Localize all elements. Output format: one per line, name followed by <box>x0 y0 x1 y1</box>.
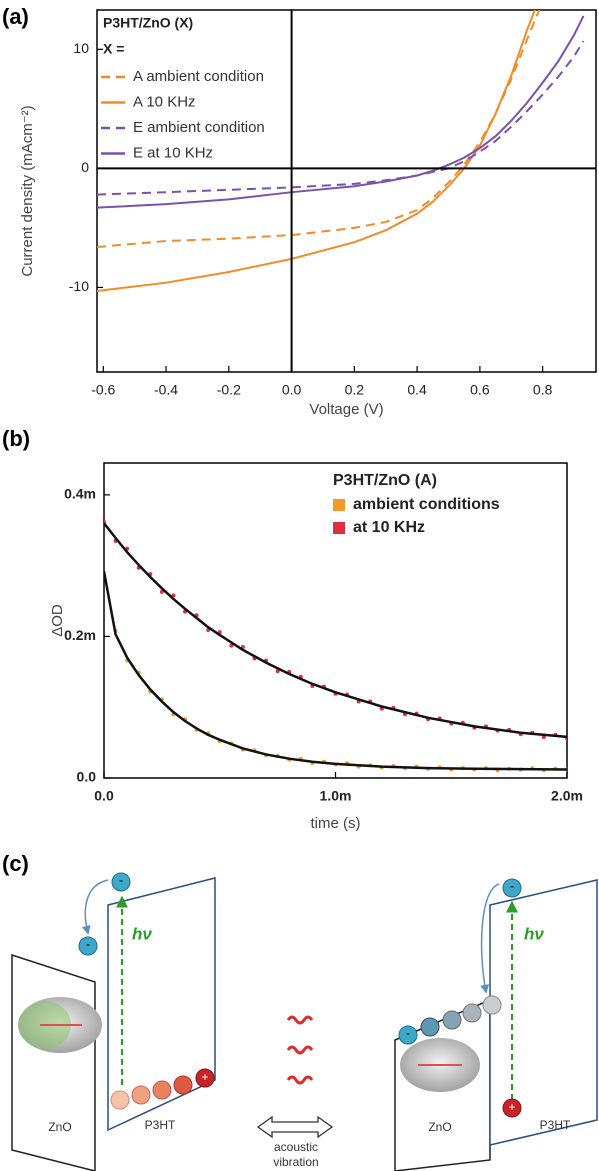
y-tick-label: 0.2m <box>64 627 96 643</box>
legend-label: at 10 KHz <box>353 519 425 536</box>
p3ht-plane <box>489 879 598 1146</box>
x-tick-label: 1.0m <box>320 788 352 804</box>
legend-title: P3HT/ZnO (A) <box>333 472 437 489</box>
hole <box>131 1085 151 1105</box>
zno-plane <box>11 953 96 1171</box>
x-tick-label: -0.4 <box>154 382 178 398</box>
p3ht-label: P3HT <box>145 1118 176 1132</box>
plot-frame <box>96 9 597 373</box>
zno-label: ZnO <box>428 1120 451 1134</box>
electron <box>420 1017 440 1037</box>
hole <box>110 1090 130 1110</box>
electron-sign: - <box>86 936 90 951</box>
legend-label: E at 10 KHz <box>133 144 213 161</box>
electron <box>442 1010 462 1030</box>
y-axis-label: ΔOD <box>49 604 66 637</box>
electron <box>462 1003 482 1023</box>
electron-sign: - <box>510 878 514 893</box>
series-line <box>97 40 585 196</box>
series-line <box>97 10 536 293</box>
vibration-wave <box>286 1045 314 1055</box>
hv-label: hν <box>132 924 152 943</box>
panel-label: (b) <box>2 426 30 451</box>
plot-area <box>104 519 567 773</box>
arrow-label: acoustic <box>274 1140 318 1154</box>
x-tick-label: 0.8 <box>533 382 553 398</box>
hole <box>173 1075 193 1095</box>
electron-sign: - <box>119 872 123 887</box>
x-tick-label: 0.0 <box>94 788 114 804</box>
y-tick-label: 0.0 <box>77 769 97 785</box>
panel-label: (a) <box>2 4 29 29</box>
transfer-arrow <box>81 879 109 935</box>
legend-label: A 10 KHz <box>133 93 196 110</box>
hole <box>152 1080 172 1100</box>
legend-label: A ambient condition <box>133 68 264 85</box>
transfer-arrow <box>480 883 500 994</box>
x-tick-label: 0.4 <box>407 382 427 398</box>
y-tick-label: 10 <box>73 40 89 56</box>
series-line <box>97 10 541 248</box>
vibration-wave <box>286 1075 314 1085</box>
panel-label: (c) <box>2 851 29 876</box>
legend-swatch <box>333 522 345 534</box>
double-arrow <box>256 1115 334 1139</box>
vibration-wave <box>286 1015 314 1025</box>
arrow-label: vibration <box>273 1155 318 1169</box>
fit-line <box>104 522 567 739</box>
y-tick-label: 0.4m <box>64 486 96 502</box>
electron <box>111 872 131 892</box>
data-point <box>229 643 234 648</box>
hole-sign: + <box>508 1100 515 1114</box>
x-axis-label: time (s) <box>311 815 361 832</box>
hole <box>502 1098 522 1118</box>
x-tick-label: 0.6 <box>470 382 490 398</box>
p3ht-label: P3HT <box>540 1118 571 1132</box>
zno-label: ZnO <box>48 1120 71 1134</box>
x-tick-label: -0.6 <box>91 382 115 398</box>
electron <box>482 995 502 1015</box>
legend-label: E ambient condition <box>133 119 265 136</box>
electron <box>398 1025 418 1045</box>
data-point <box>104 519 106 524</box>
x-tick-label: -0.2 <box>217 382 241 398</box>
x-tick-label: 0.2 <box>345 382 365 398</box>
x-tick-label: 0.0 <box>282 382 302 398</box>
legend-subtitle: X = <box>103 41 124 57</box>
p3ht-plane <box>107 877 216 1132</box>
hv-label: hν <box>524 924 544 943</box>
hole-sign: + <box>201 1070 208 1084</box>
hole <box>195 1068 215 1088</box>
electron <box>502 878 522 898</box>
diagram: (c) + - - hν ZnO P3HT acoustic vibration <box>2 851 598 1171</box>
legend-swatch <box>333 499 345 511</box>
series-line <box>97 15 585 209</box>
plot-area <box>97 10 585 293</box>
x-tick-label: 2.0m <box>551 788 583 804</box>
legend-title: P3HT/ZnO (X) <box>103 15 193 31</box>
x-axis-label: Voltage (V) <box>309 401 383 418</box>
fit-line <box>104 571 567 771</box>
electron-sign: - <box>406 1025 410 1040</box>
y-axis-label: Current density (mAcm⁻²) <box>19 105 36 276</box>
y-tick-label: 0 <box>81 159 89 175</box>
electron <box>78 936 98 956</box>
y-tick-label: -10 <box>69 278 89 294</box>
legend-label: ambient conditions <box>353 496 500 513</box>
